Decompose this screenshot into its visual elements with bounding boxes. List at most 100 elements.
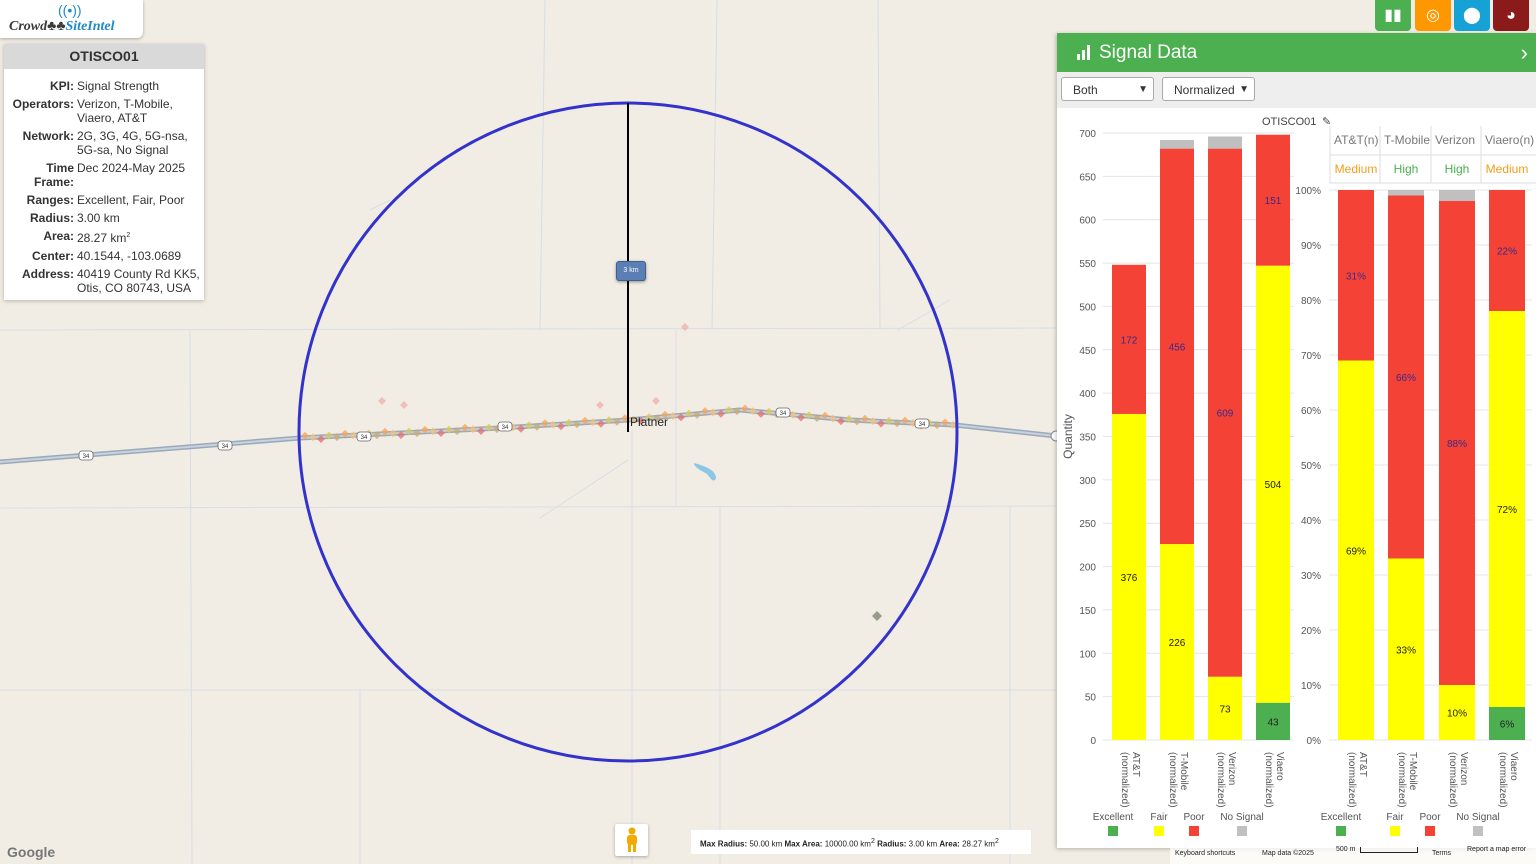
legend-swatch[interactable] <box>1237 826 1247 836</box>
legend-label[interactable]: No Signal <box>1220 812 1263 823</box>
bar-segment[interactable] <box>1489 311 1525 707</box>
legend-label[interactable]: Excellent <box>1321 812 1362 823</box>
bar-segment[interactable] <box>1338 360 1374 741</box>
data-label: 72% <box>1497 505 1517 516</box>
terms-link[interactable]: Terms <box>1432 850 1452 857</box>
bar-segment[interactable] <box>1439 201 1475 685</box>
radius-tool-button[interactable]: ◎ <box>1415 0 1451 31</box>
signal-marker <box>869 417 877 426</box>
bar-segment[interactable] <box>1256 134 1290 266</box>
data-label: 33% <box>1396 645 1416 656</box>
info-row-center: Center: 40.1544, -103.0689 <box>31 249 182 263</box>
bar-segment[interactable] <box>1388 558 1424 741</box>
street-view-pegman[interactable] <box>615 824 648 856</box>
data-label: 88% <box>1447 439 1467 450</box>
bar-segment[interactable] <box>1489 707 1525 740</box>
legend-swatch[interactable] <box>1108 826 1118 836</box>
bar-segment[interactable] <box>1112 264 1146 414</box>
bar-segment[interactable] <box>1160 139 1194 149</box>
bar-segment[interactable] <box>1439 685 1475 740</box>
x-tick-label: Verizon <box>1226 752 1237 785</box>
data-label: 6% <box>1500 720 1515 731</box>
route-shields: 34 34 34 34 34 34 <box>78 407 930 461</box>
signal-marker <box>805 411 813 420</box>
pegman-icon <box>626 827 637 852</box>
y-tick-label: 400 <box>1079 389 1096 400</box>
legend-swatch[interactable] <box>1425 826 1435 836</box>
signal-marker <box>437 428 445 437</box>
keyboard-shortcuts-link[interactable]: Keyboard shortcuts <box>1175 850 1236 857</box>
legend-label[interactable]: Fair <box>1386 812 1404 823</box>
signal-marker <box>813 414 821 422</box>
bar-segment[interactable] <box>1439 190 1475 201</box>
data-label: 69% <box>1346 546 1366 557</box>
signal-marker <box>421 425 429 434</box>
target-icon: ◎ <box>1426 7 1440 24</box>
bar-segment[interactable] <box>1160 148 1194 545</box>
legend-swatch[interactable] <box>1189 826 1199 836</box>
x-tick-label: T-Mobile <box>1178 752 1189 791</box>
legend-swatch[interactable] <box>1473 826 1483 836</box>
site-info-card: OTISCO01 KPI: Signal Strength Operators: V… <box>4 44 204 300</box>
signal-marker <box>645 413 653 422</box>
info-row-ranges: Ranges: Excellent, Fair, Poor <box>26 193 185 207</box>
globe-icon: ◕ <box>1506 7 1516 24</box>
signal-marker <box>397 430 405 439</box>
bar-segment[interactable] <box>1208 676 1242 740</box>
bar-segment[interactable] <box>1338 190 1374 361</box>
legend-label[interactable]: No Signal <box>1456 812 1499 823</box>
data-label: 504 <box>1265 480 1282 491</box>
bar-segment[interactable] <box>1388 190 1424 196</box>
mode-select[interactable]: Normalized ▼ <box>1162 77 1255 101</box>
legend-label[interactable]: Poor <box>1419 812 1441 823</box>
bar-segment[interactable] <box>1388 195 1424 559</box>
bar-segment[interactable] <box>1489 190 1525 311</box>
map-roads <box>0 0 1057 864</box>
data-label: 172 <box>1121 335 1138 346</box>
legend-swatch[interactable] <box>1390 826 1400 836</box>
radius-status-bar: Max Radius: 50.00 km Max Area: 10000.00 … <box>691 830 1031 854</box>
bar-segment[interactable] <box>1256 265 1290 703</box>
chevron-right-icon[interactable]: › <box>1520 40 1528 65</box>
signal-marker <box>333 433 341 442</box>
data-label: 73 <box>1219 704 1231 715</box>
edit-pencil-icon[interactable]: ✎ <box>1322 116 1331 128</box>
y-tick-label: 20% <box>1301 626 1321 637</box>
operator-header: Viaero(n) <box>1485 133 1534 147</box>
legend-label[interactable]: Fair <box>1150 812 1168 823</box>
x-tick-label: T-Mobile <box>1407 752 1418 791</box>
svg-text:34: 34 <box>222 444 229 450</box>
y-tick-label: 0 <box>1090 736 1096 747</box>
signal-data-panel: Signal Data › Both ▼ Normalized ▼ OTISCO01… <box>1057 33 1536 848</box>
globe-button[interactable]: ◕ <box>1493 0 1529 31</box>
operator-header: Verizon <box>1435 133 1475 147</box>
logo-text: Crowd♣♣SiteIntel <box>9 19 115 34</box>
location-button[interactable]: ⬤ <box>1454 0 1490 31</box>
x-tick-label: Verizon <box>1458 752 1469 785</box>
map-scale[interactable]: 500 m <box>1336 846 1356 853</box>
signal-marker <box>681 323 689 331</box>
bar-segment[interactable] <box>1208 136 1242 149</box>
legend-label[interactable]: Poor <box>1183 812 1205 823</box>
signal-marker <box>653 414 661 423</box>
bar-segment[interactable] <box>1256 702 1290 740</box>
legend-swatch[interactable] <box>1336 826 1346 836</box>
report-error-link[interactable]: Report a map error <box>1467 846 1527 853</box>
signal-marker <box>701 407 709 416</box>
x-tick-label: (normalized) <box>1119 752 1130 808</box>
signal-marker <box>661 410 669 419</box>
app-logo[interactable]: ((•)) Crowd♣♣SiteIntel <box>0 0 143 38</box>
legend-label[interactable]: Excellent <box>1093 812 1134 823</box>
bar-segment[interactable] <box>1112 413 1146 740</box>
signal-marker <box>405 427 413 436</box>
quality-level: Medium <box>1335 162 1378 176</box>
signal-marker <box>589 418 597 427</box>
chart-toggle-button[interactable]: ▮▮ <box>1375 0 1411 31</box>
bar-segment[interactable] <box>1208 148 1242 677</box>
quality-level: High <box>1394 162 1419 176</box>
network-select[interactable]: Both ▼ <box>1061 77 1154 101</box>
x-tick-label: AT&T <box>1130 752 1141 777</box>
legend-swatch[interactable] <box>1154 826 1164 836</box>
bar-segment[interactable] <box>1160 544 1194 740</box>
